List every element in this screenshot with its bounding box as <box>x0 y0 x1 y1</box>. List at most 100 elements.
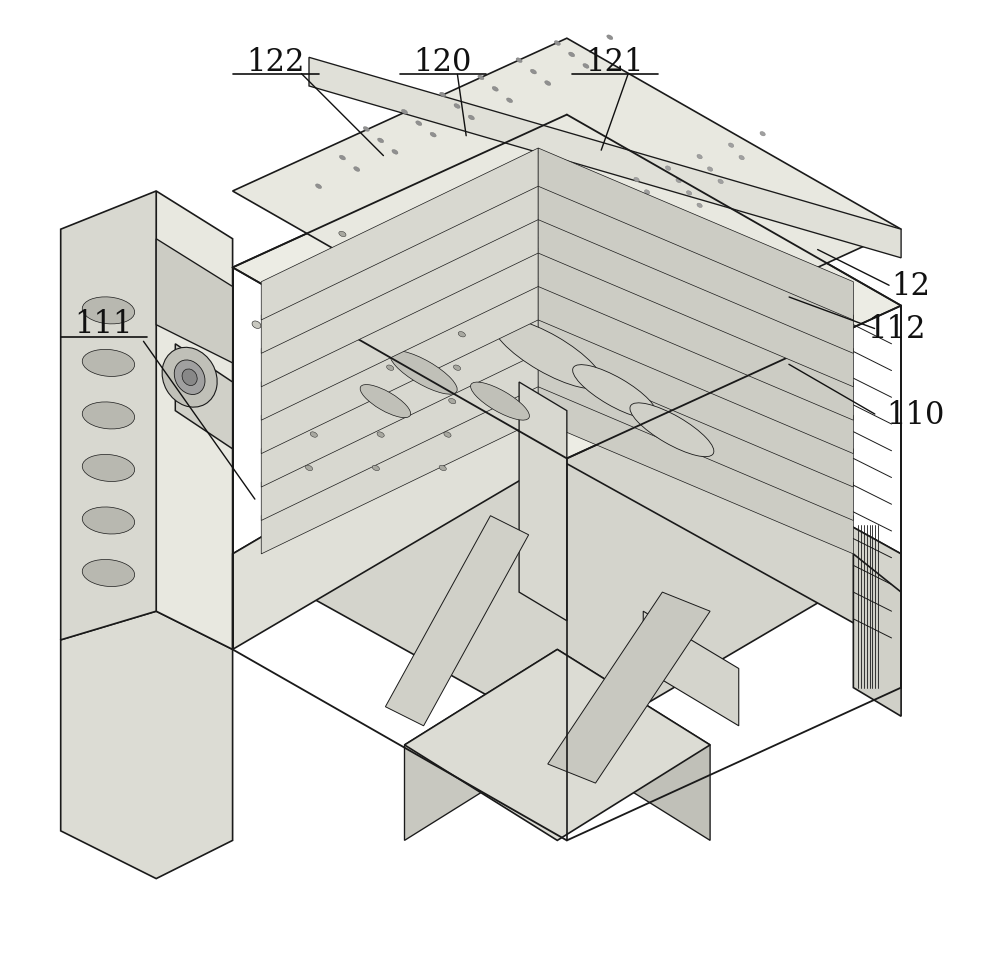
Ellipse shape <box>390 350 457 394</box>
Ellipse shape <box>607 35 613 39</box>
Ellipse shape <box>416 121 422 125</box>
Ellipse shape <box>571 249 576 253</box>
Polygon shape <box>538 148 853 320</box>
Polygon shape <box>538 215 853 387</box>
Ellipse shape <box>458 331 465 337</box>
Ellipse shape <box>583 64 589 68</box>
Text: 120: 120 <box>414 47 472 77</box>
Ellipse shape <box>581 213 587 217</box>
Text: 110: 110 <box>886 400 945 431</box>
Polygon shape <box>853 554 901 716</box>
Ellipse shape <box>718 180 723 183</box>
Ellipse shape <box>387 365 394 371</box>
Polygon shape <box>233 363 557 649</box>
Ellipse shape <box>728 143 734 147</box>
Ellipse shape <box>406 231 413 237</box>
Ellipse shape <box>478 75 484 79</box>
Ellipse shape <box>697 203 702 207</box>
Ellipse shape <box>760 132 765 136</box>
Ellipse shape <box>697 155 702 159</box>
Ellipse shape <box>623 214 629 218</box>
Ellipse shape <box>560 237 566 241</box>
Polygon shape <box>385 516 529 726</box>
Ellipse shape <box>324 331 332 337</box>
Text: 121: 121 <box>585 47 644 77</box>
Ellipse shape <box>360 385 411 417</box>
Ellipse shape <box>604 249 721 324</box>
Ellipse shape <box>162 348 217 407</box>
Polygon shape <box>261 148 538 320</box>
Ellipse shape <box>382 398 389 404</box>
Ellipse shape <box>457 197 466 204</box>
Polygon shape <box>233 38 901 382</box>
Polygon shape <box>309 57 901 258</box>
Ellipse shape <box>82 560 135 586</box>
Ellipse shape <box>679 301 780 368</box>
Ellipse shape <box>316 184 322 188</box>
Ellipse shape <box>252 321 261 329</box>
Ellipse shape <box>545 81 551 85</box>
Polygon shape <box>175 344 233 449</box>
Polygon shape <box>538 382 853 554</box>
Ellipse shape <box>739 156 744 159</box>
Polygon shape <box>557 649 710 840</box>
Ellipse shape <box>396 298 403 304</box>
Ellipse shape <box>320 365 327 371</box>
Polygon shape <box>557 363 901 649</box>
Text: 112: 112 <box>867 314 926 345</box>
Ellipse shape <box>573 365 657 418</box>
Ellipse shape <box>539 261 545 265</box>
Ellipse shape <box>468 116 474 119</box>
Polygon shape <box>261 248 538 420</box>
Text: 111: 111 <box>74 309 133 340</box>
Polygon shape <box>261 349 538 520</box>
Ellipse shape <box>363 127 369 131</box>
Polygon shape <box>643 611 739 726</box>
Polygon shape <box>404 649 710 840</box>
Ellipse shape <box>468 265 475 270</box>
Polygon shape <box>404 649 557 840</box>
Polygon shape <box>538 248 853 420</box>
Ellipse shape <box>507 98 513 102</box>
Polygon shape <box>548 592 710 783</box>
Ellipse shape <box>331 280 440 350</box>
Polygon shape <box>538 315 853 487</box>
Polygon shape <box>538 181 853 353</box>
Ellipse shape <box>82 402 135 429</box>
Ellipse shape <box>378 138 384 142</box>
Ellipse shape <box>707 167 713 171</box>
Ellipse shape <box>473 231 480 237</box>
Ellipse shape <box>453 365 461 371</box>
Ellipse shape <box>439 465 446 471</box>
Polygon shape <box>61 611 233 879</box>
Ellipse shape <box>492 87 498 91</box>
Ellipse shape <box>82 297 135 324</box>
Ellipse shape <box>510 192 519 200</box>
Ellipse shape <box>372 465 379 471</box>
Polygon shape <box>261 282 538 454</box>
Polygon shape <box>233 115 901 458</box>
Polygon shape <box>538 282 853 454</box>
Ellipse shape <box>339 231 346 237</box>
Ellipse shape <box>371 240 380 247</box>
Ellipse shape <box>493 318 602 389</box>
Ellipse shape <box>543 154 552 161</box>
Ellipse shape <box>392 150 398 154</box>
Polygon shape <box>538 349 853 520</box>
Polygon shape <box>261 315 538 487</box>
Ellipse shape <box>592 225 597 229</box>
Ellipse shape <box>391 331 399 337</box>
Text: 122: 122 <box>246 47 305 77</box>
Ellipse shape <box>334 265 341 270</box>
Ellipse shape <box>440 93 446 96</box>
Ellipse shape <box>338 278 347 286</box>
Ellipse shape <box>530 70 536 74</box>
Ellipse shape <box>310 432 317 437</box>
Ellipse shape <box>305 465 313 471</box>
Ellipse shape <box>613 202 618 205</box>
Ellipse shape <box>644 190 650 194</box>
Ellipse shape <box>463 298 470 304</box>
Ellipse shape <box>686 191 692 195</box>
Ellipse shape <box>401 265 408 270</box>
Ellipse shape <box>460 211 578 286</box>
